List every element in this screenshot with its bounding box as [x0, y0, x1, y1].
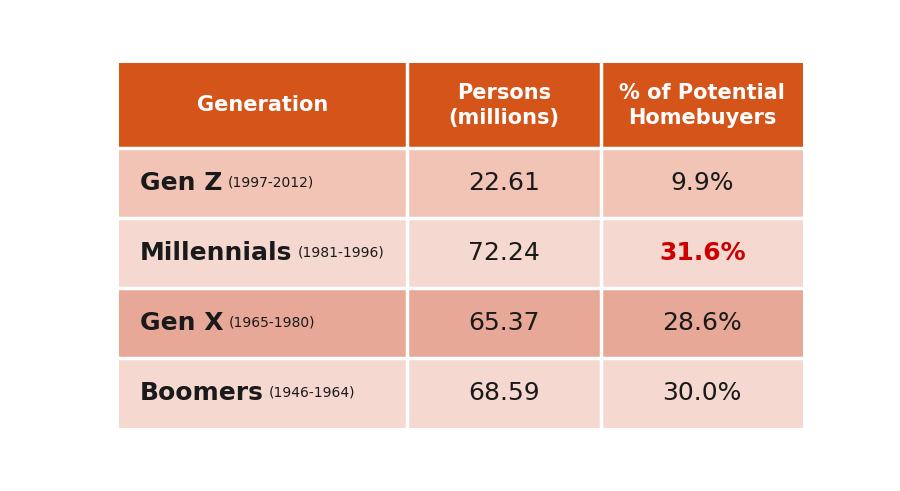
Bar [120, 63, 407, 148]
Bar [407, 357, 601, 428]
Text: (1946-1964): (1946-1964) [269, 385, 356, 400]
Bar [407, 63, 601, 148]
Text: % of Potential
Homebuyers: % of Potential Homebuyers [619, 83, 785, 128]
Text: 68.59: 68.59 [468, 381, 540, 405]
Text: 28.6%: 28.6% [662, 311, 742, 335]
Bar [601, 63, 803, 148]
Bar [407, 148, 601, 218]
Text: 22.61: 22.61 [468, 171, 540, 195]
Bar [120, 148, 407, 218]
Text: 30.0%: 30.0% [662, 381, 742, 405]
Text: (1981-1996): (1981-1996) [298, 246, 384, 260]
Text: Gen Z: Gen Z [140, 171, 222, 195]
Bar [407, 288, 601, 357]
Bar [120, 357, 407, 428]
Bar [407, 218, 601, 288]
Bar [601, 218, 803, 288]
Text: Persons
(millions): Persons (millions) [448, 83, 560, 128]
Text: 9.9%: 9.9% [670, 171, 734, 195]
Bar [601, 357, 803, 428]
Text: (1997-2012): (1997-2012) [228, 176, 314, 190]
Text: Gen X: Gen X [140, 311, 223, 335]
Bar [601, 288, 803, 357]
Text: 31.6%: 31.6% [659, 241, 745, 265]
Bar [120, 218, 407, 288]
Bar [601, 148, 803, 218]
Text: Generation: Generation [197, 95, 328, 115]
Bar [120, 288, 407, 357]
Text: Millennials: Millennials [140, 241, 292, 265]
Text: Boomers: Boomers [140, 381, 264, 405]
Text: (1965-1980): (1965-1980) [229, 316, 315, 329]
Text: 72.24: 72.24 [468, 241, 540, 265]
Text: 65.37: 65.37 [468, 311, 540, 335]
